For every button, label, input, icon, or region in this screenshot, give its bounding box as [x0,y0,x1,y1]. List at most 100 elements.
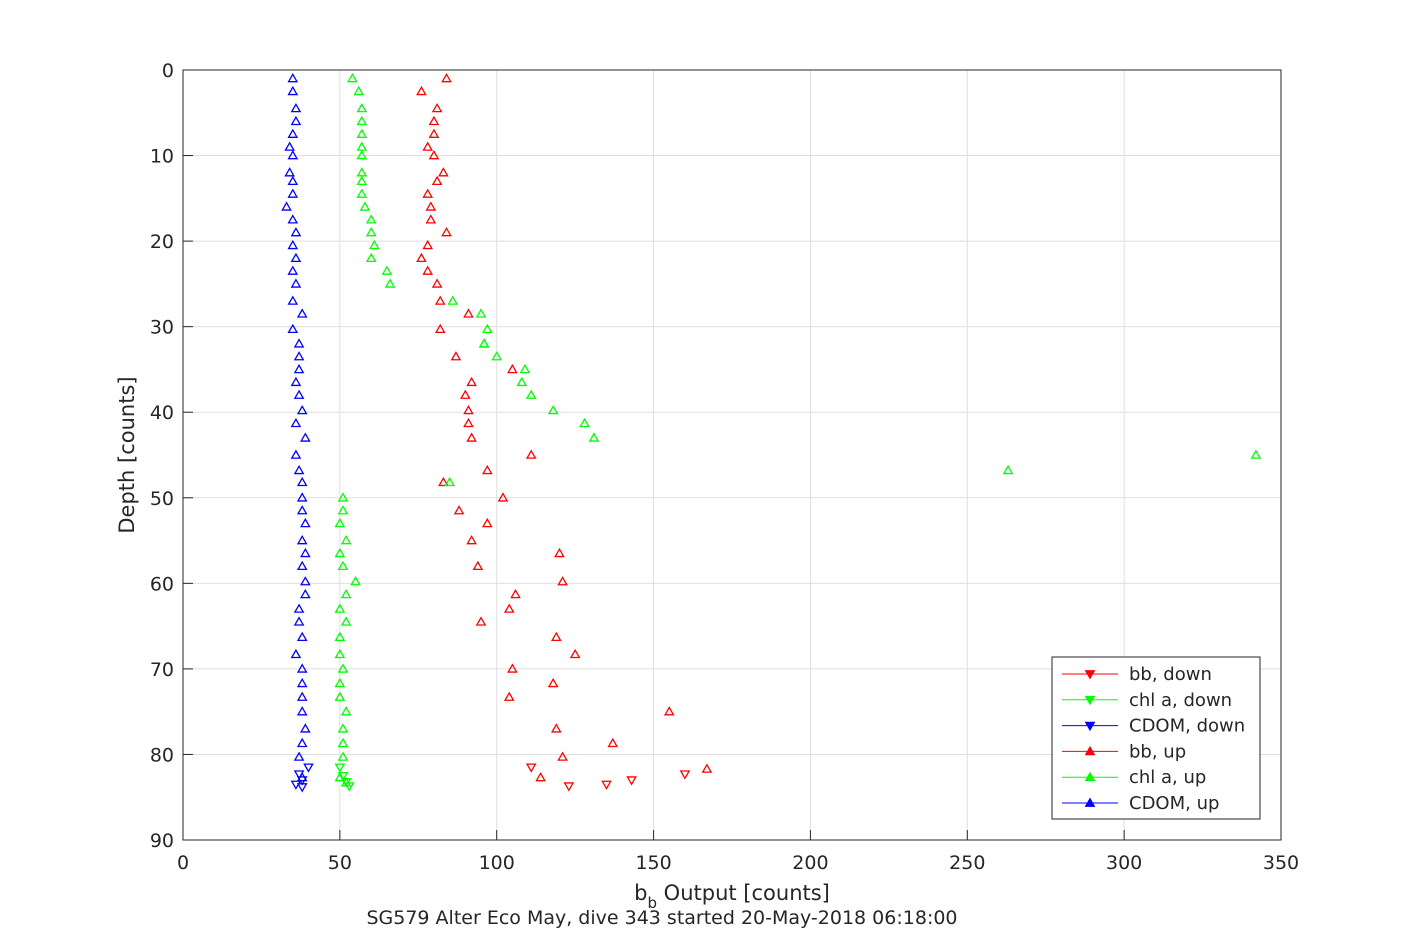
y-tick-label: 80 [150,744,174,766]
y-axis-label: Depth [counts] [115,376,139,533]
data-point [444,476,455,487]
data-point [334,517,346,528]
data-point [434,323,446,334]
data-point [503,691,515,701]
data-point [557,576,568,586]
data-point [481,464,493,475]
data-point [519,363,531,374]
data-point [450,351,462,361]
data-point [287,239,299,250]
data-point [478,338,490,348]
data-point [428,115,440,126]
series-0 [525,763,691,792]
legend-label: chl a, up [1129,767,1206,788]
data-point [293,616,305,626]
data-point [340,706,352,716]
data-point [422,141,434,151]
data-point [284,167,295,177]
data-point [290,252,302,263]
data-point [1002,464,1014,475]
data-point [356,175,368,186]
series-4 [334,73,1262,787]
data-point [356,188,368,198]
data-point [563,782,575,792]
data-point [293,363,305,374]
data-point [290,648,302,659]
x-tick-label: 200 [792,852,828,874]
data-point [547,677,559,688]
data-point [287,128,299,138]
plot-frame [182,69,1282,841]
data-point [334,677,346,688]
data-point [626,776,637,786]
y-tick-label: 20 [150,231,174,253]
data-point [296,308,308,318]
data-point [356,102,368,113]
data-point [422,188,434,198]
data-point [340,535,352,545]
data-point [422,239,434,250]
data-point [475,616,487,626]
legend-label: bb, down [1129,664,1212,685]
legend-box [1051,656,1261,820]
data-point [337,751,349,761]
data-point [300,517,311,528]
data-point [293,464,305,475]
data-point [463,308,474,318]
data-point [334,772,346,782]
data-point [453,505,465,515]
data-point [679,770,691,780]
data-point [466,432,477,442]
data-point [300,547,311,558]
data-point [296,476,308,487]
data-point [340,588,352,599]
data-point [287,323,299,334]
legend-label: bb, up [1129,741,1186,762]
y-tick-label: 60 [150,573,174,595]
data-point [1250,449,1262,459]
data-point [337,560,349,571]
data-point [525,763,537,773]
data-point [334,631,346,642]
data-point [607,737,619,748]
data-point [287,295,299,305]
legend-marker [1084,695,1096,706]
data-point [503,603,515,613]
data-point [296,631,308,642]
data-point [491,351,503,361]
data-point [296,560,308,571]
data-point [293,389,305,399]
data-point [290,115,302,126]
y-tick-label: 40 [150,402,174,424]
caption: SG579 Alter Eco May, dive 343 started 20… [366,907,957,929]
data-point [334,763,346,773]
data-point [300,576,311,586]
data-point [287,188,299,198]
data-point [296,663,308,673]
data-point [365,227,377,237]
data-point [466,376,477,387]
x-axis-ticks: 0 50 100 150 200 250 300 350 [177,830,1299,874]
data-points [281,73,1262,793]
data-point [287,73,299,83]
data-point [334,648,346,659]
y-axis-ticks: 0 10 20 30 40 50 60 70 80 90 [150,60,193,852]
data-point [296,706,308,716]
data-point [475,308,487,318]
data-point [300,588,311,599]
data-point [340,616,352,626]
data-point [525,389,537,399]
data-point [507,663,518,673]
data-point [296,783,308,793]
data-point [334,547,346,558]
data-point [290,278,302,288]
data-point [293,603,305,613]
data-point [303,763,314,773]
data-point [340,777,352,787]
data-point [281,201,292,211]
legend-marker [1084,670,1096,680]
y-tick-label: 90 [150,830,174,852]
legend-label: chl a, down [1129,690,1232,711]
data-point [353,85,365,96]
data-point [497,492,509,502]
